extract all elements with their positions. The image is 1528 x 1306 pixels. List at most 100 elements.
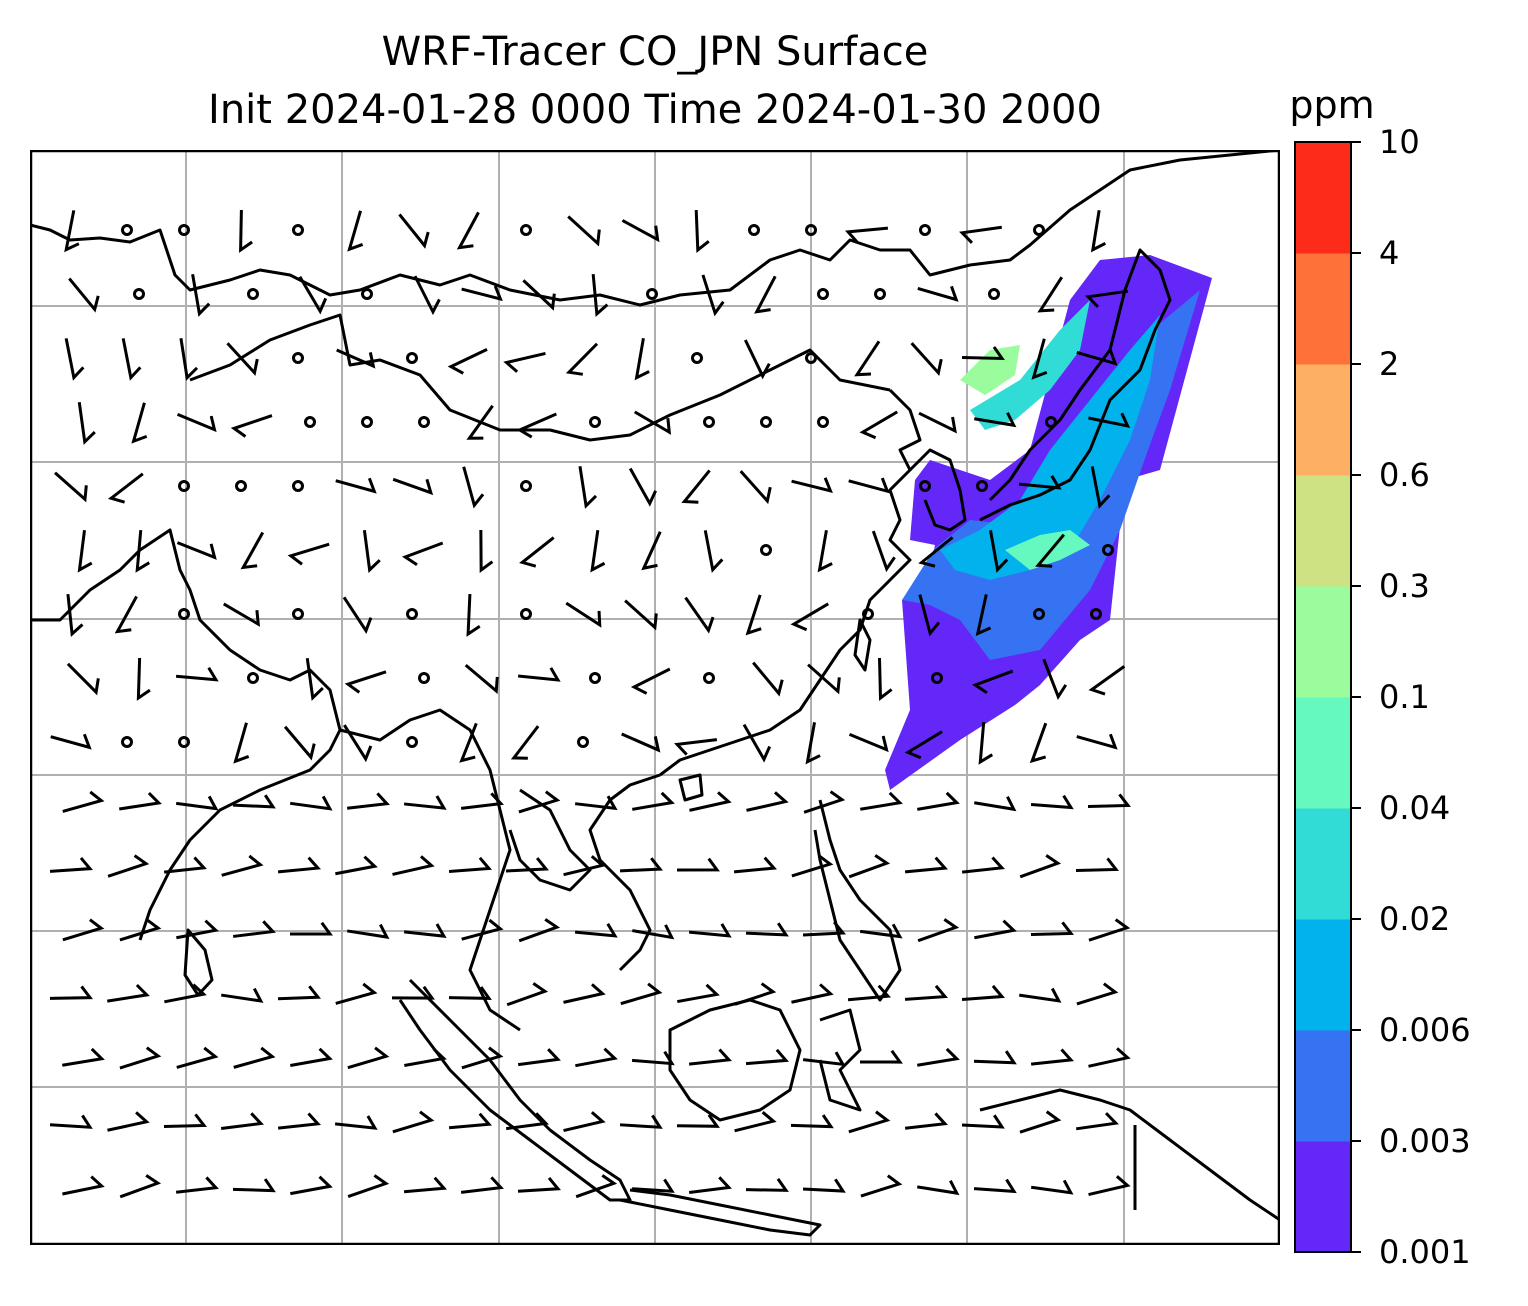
calm-wind-marker <box>178 224 190 236</box>
wind-barb <box>1075 1112 1119 1131</box>
wind-barb <box>176 1046 219 1069</box>
wind-barb <box>62 918 105 942</box>
wind-barb <box>632 924 675 940</box>
calm-wind-marker <box>304 416 316 428</box>
wind-barb <box>466 593 481 637</box>
wind-barb <box>733 856 777 874</box>
wind-barb <box>506 982 549 1007</box>
wind-barb <box>335 855 378 876</box>
calm-wind-marker <box>361 416 373 428</box>
wind-barb <box>505 857 549 873</box>
wind-barb <box>164 983 207 1004</box>
wind-barb <box>845 226 889 244</box>
wind-barb <box>107 854 150 878</box>
wind-barb <box>62 1047 105 1067</box>
wind-barb <box>344 670 387 694</box>
wind-barb <box>790 1114 834 1129</box>
colorbar-band <box>1295 697 1351 809</box>
wind-barb <box>694 209 710 253</box>
wind-barb <box>222 602 261 627</box>
wind-barb <box>392 1110 435 1134</box>
wind-barb <box>791 854 834 878</box>
colorbar-tick-label: 0.006 <box>1379 1011 1471 1049</box>
wind-barb <box>448 1112 492 1130</box>
wind-barb <box>745 1178 789 1192</box>
wind-barb <box>631 1050 675 1066</box>
wind-barb <box>739 470 772 505</box>
wind-barb <box>503 351 546 373</box>
wind-barb <box>347 210 364 252</box>
wind-barb <box>567 215 601 247</box>
calm-wind-marker <box>589 672 601 684</box>
calm-wind-marker <box>703 672 715 684</box>
calm-wind-marker <box>817 416 829 428</box>
wind-barb <box>413 275 441 316</box>
wind-barb <box>961 856 1005 874</box>
colorbar-bands <box>1295 142 1351 1253</box>
wind-barb <box>131 402 148 444</box>
calm-wind-marker <box>247 672 259 684</box>
wind-barb <box>232 920 276 938</box>
wind-barb <box>803 790 846 814</box>
wind-barb <box>791 983 834 1004</box>
wind-barb <box>220 987 264 1003</box>
wind-barb <box>461 1046 504 1070</box>
wind-barb <box>1090 210 1107 253</box>
wind-barb <box>347 923 390 940</box>
wind-barb <box>240 531 265 570</box>
wind-barb <box>335 982 378 1005</box>
colorbar-tick-label: 4 <box>1379 234 1399 272</box>
wind-barb <box>447 348 488 375</box>
wind-barb <box>904 1112 948 1130</box>
wind-barb <box>805 722 821 765</box>
wind-barb <box>391 985 435 1000</box>
country-border-mongolia <box>189 313 891 442</box>
wind-barb <box>230 414 273 438</box>
wind-barb <box>460 792 504 810</box>
wind-barb <box>1076 733 1118 750</box>
wind-barb <box>119 1046 162 1070</box>
wind-barb <box>346 792 390 810</box>
wind-barb <box>802 1051 846 1067</box>
wind-barb <box>959 225 1003 244</box>
wind-barb <box>398 213 430 249</box>
wind-barb <box>517 667 561 682</box>
wind-barb <box>107 1111 150 1132</box>
wind-barb <box>334 1115 378 1130</box>
tracer-plume-mid <box>940 315 1160 580</box>
wind-barb <box>563 855 606 877</box>
wind-barb <box>565 342 599 376</box>
coastline-taiwan <box>853 618 872 672</box>
wind-barb <box>917 1179 960 1196</box>
wind-barb <box>232 794 276 809</box>
calm-wind-marker <box>520 608 532 620</box>
wind-barb <box>233 1046 276 1069</box>
wind-barb <box>624 599 658 631</box>
wind-barb <box>734 982 777 1006</box>
wind-barb <box>163 1113 207 1129</box>
colorbar-band <box>1295 808 1351 920</box>
wind-barb <box>522 279 556 311</box>
calm-wind-marker <box>577 736 589 748</box>
calm-wind-marker <box>361 288 373 300</box>
wind-barb <box>703 530 724 573</box>
colorbar-band <box>1295 475 1351 587</box>
wind-barb <box>461 285 503 302</box>
wind-barb <box>135 529 151 573</box>
wind-barb <box>289 921 333 936</box>
calm-wind-marker <box>931 672 943 684</box>
wind-barb <box>401 541 444 566</box>
calm-wind-marker <box>292 480 304 492</box>
wind-barb <box>574 923 618 938</box>
wind-barb <box>518 790 561 814</box>
wind-barb <box>239 209 253 253</box>
calm-wind-marker <box>691 352 703 364</box>
wind-barb <box>289 795 333 811</box>
colorbar-ticks: 0.001 0.003 0.006 0.02 0.04 0.1 0.3 0.6 2 4 10 <box>1351 123 1471 1271</box>
coastline-vietnam <box>588 773 661 972</box>
wind-barb <box>975 594 992 637</box>
wind-barb <box>392 855 435 876</box>
wind-barb <box>575 1174 618 1199</box>
wind-barb <box>448 856 492 874</box>
wind-barbs <box>49 209 1131 1199</box>
